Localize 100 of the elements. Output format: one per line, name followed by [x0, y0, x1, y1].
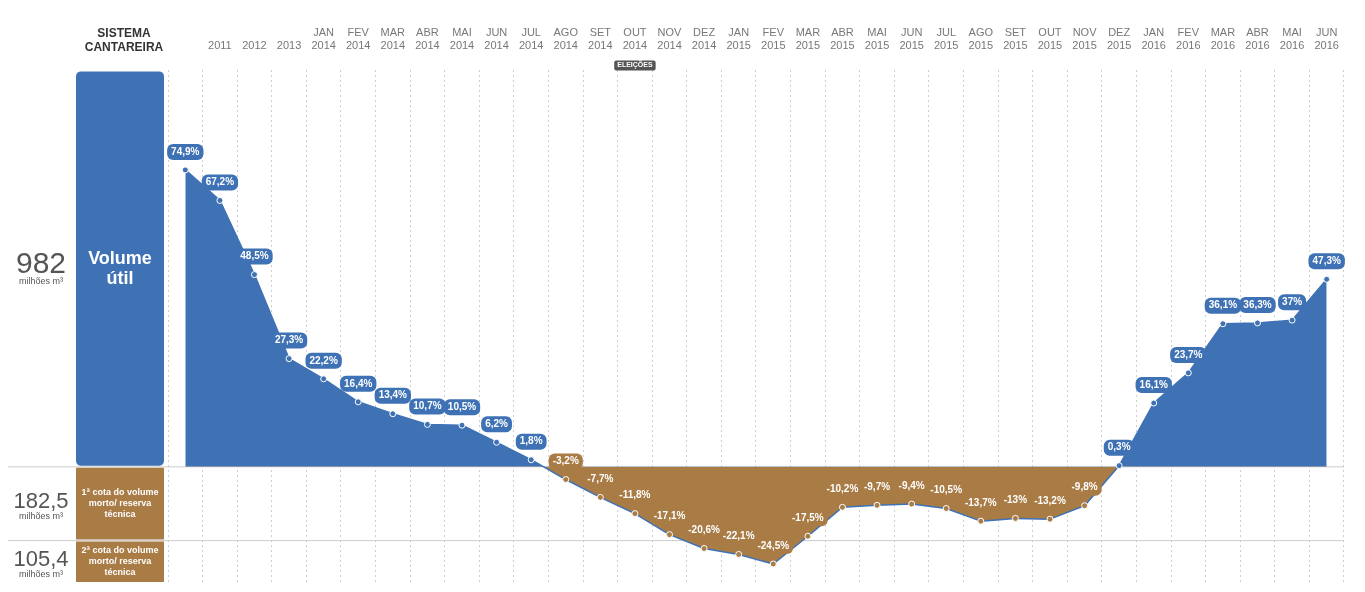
data-label: 67,2%	[205, 176, 235, 188]
x-tick-label: MAR 2015	[795, 25, 821, 51]
text: milhões m³	[18, 510, 64, 521]
point	[873, 501, 881, 509]
x-tick-label: 2011	[208, 38, 232, 51]
data-label: 10,7%	[413, 400, 442, 412]
point	[838, 503, 846, 511]
x-tick-label: SET 2014	[588, 25, 613, 51]
point	[250, 271, 258, 279]
point	[942, 504, 950, 512]
data-label: -9,8%	[1071, 481, 1098, 493]
text: milhões m³	[18, 568, 64, 579]
data-label: 36,1%	[1208, 299, 1238, 311]
x-tick-label: MAI 2016	[1279, 25, 1305, 51]
data-label: 16,1%	[1139, 378, 1169, 390]
text: milhões m³	[18, 275, 64, 286]
point	[700, 545, 708, 553]
data-label: 10,5%	[447, 400, 477, 412]
data-label: 36,3%	[1243, 298, 1272, 310]
data-label: -11,8%	[619, 489, 651, 501]
x-tick-label: 2013	[276, 38, 302, 51]
data-label: -20,6%	[688, 524, 721, 536]
point	[1081, 502, 1089, 510]
point	[1046, 515, 1054, 523]
data-label: -9,7%	[863, 481, 891, 493]
data-label: 27,3%	[274, 334, 304, 346]
x-tick-label: OUT 2014	[622, 25, 648, 51]
x-tick-label: ABR 2016	[1245, 25, 1270, 51]
x-tick-label: JUN 2014	[484, 25, 509, 51]
data-label: 48,5%	[240, 250, 269, 262]
x-tick-label: DEZ 2015	[1106, 25, 1132, 51]
x-tick-label: JAN 2015	[726, 25, 751, 51]
data-label: 1,8%	[519, 435, 543, 447]
data-label: -3,2%	[552, 455, 579, 467]
text: 105,4	[13, 545, 69, 571]
x-tick-label: JAN 2014	[311, 25, 336, 51]
point	[285, 355, 293, 363]
x-tick-label: FEV 2014	[345, 25, 371, 51]
x-tick-label: MAR 2014	[380, 25, 406, 51]
data-label: -10,2%	[826, 483, 859, 495]
point	[562, 476, 570, 484]
data-label: 47,3%	[1312, 255, 1341, 267]
x-tick-label: JUL 2014	[518, 25, 544, 51]
x-tick-label: OUT 2015	[1037, 25, 1063, 51]
point	[1254, 319, 1261, 327]
point	[354, 398, 362, 406]
point	[216, 196, 224, 204]
point	[769, 560, 777, 568]
point	[908, 500, 916, 508]
text: Volume útil	[88, 247, 152, 288]
data-label: -24,5%	[757, 539, 790, 551]
point	[977, 517, 985, 525]
point	[1184, 369, 1192, 377]
data-label: -9,4%	[898, 479, 925, 491]
point	[596, 493, 604, 501]
x-tick-label: DEZ 2014	[691, 25, 717, 51]
text: 1ª cota do volume morto/ reserva técnica	[81, 487, 159, 520]
point	[320, 375, 328, 383]
data-label: 37%	[1282, 295, 1303, 307]
data-label: -17,5%	[792, 511, 824, 523]
point	[666, 531, 674, 539]
text: 2ª cota do volume morto/ reserva técnica	[81, 545, 159, 578]
x-tick-label: AGO 2014	[553, 25, 579, 51]
x-tick-label: MAI 2014	[449, 25, 475, 51]
point	[527, 456, 535, 464]
x-tick-label: ABR 2014	[415, 25, 440, 51]
point	[181, 166, 189, 174]
point	[1011, 514, 1019, 522]
point	[423, 420, 431, 428]
x-tick-label: MAI 2015	[864, 25, 890, 51]
x-tick-label: JUN 2016	[1314, 25, 1339, 51]
data-label: -7,7%	[587, 473, 614, 485]
x-tick-label: NOV 2014	[657, 25, 683, 51]
data-label: -13,2%	[1034, 494, 1066, 506]
data-label: 23,7%	[1174, 348, 1203, 360]
data-label: 74,9%	[171, 145, 200, 157]
data-label: 16,4%	[344, 377, 373, 389]
point	[1150, 399, 1158, 407]
data-label: -22,1%	[722, 530, 755, 542]
point	[1288, 316, 1296, 324]
point	[1323, 275, 1331, 283]
x-tick-label: AGO 2015	[968, 25, 994, 51]
x-tick-label: JUL 2015	[933, 25, 959, 51]
x-tick-label: ABR 2015	[830, 25, 855, 51]
point	[1219, 320, 1227, 328]
point	[458, 421, 466, 429]
point	[631, 510, 639, 518]
data-label: -13,7%	[964, 496, 997, 508]
point	[735, 550, 743, 558]
data-label: 6,2%	[485, 418, 509, 430]
point	[804, 532, 812, 540]
text: 182,5	[13, 487, 69, 513]
x-tick-label: JUN 2015	[899, 25, 924, 51]
data-label: -10,5%	[930, 484, 963, 496]
x-tick-label: 2012	[242, 38, 267, 51]
x-tick-label: JAN 2016	[1141, 25, 1166, 51]
chart-title: SISTEMA CANTAREIRA	[84, 26, 164, 55]
point	[493, 438, 501, 446]
point	[389, 410, 397, 418]
x-tick-label: FEV 2015	[761, 25, 786, 51]
